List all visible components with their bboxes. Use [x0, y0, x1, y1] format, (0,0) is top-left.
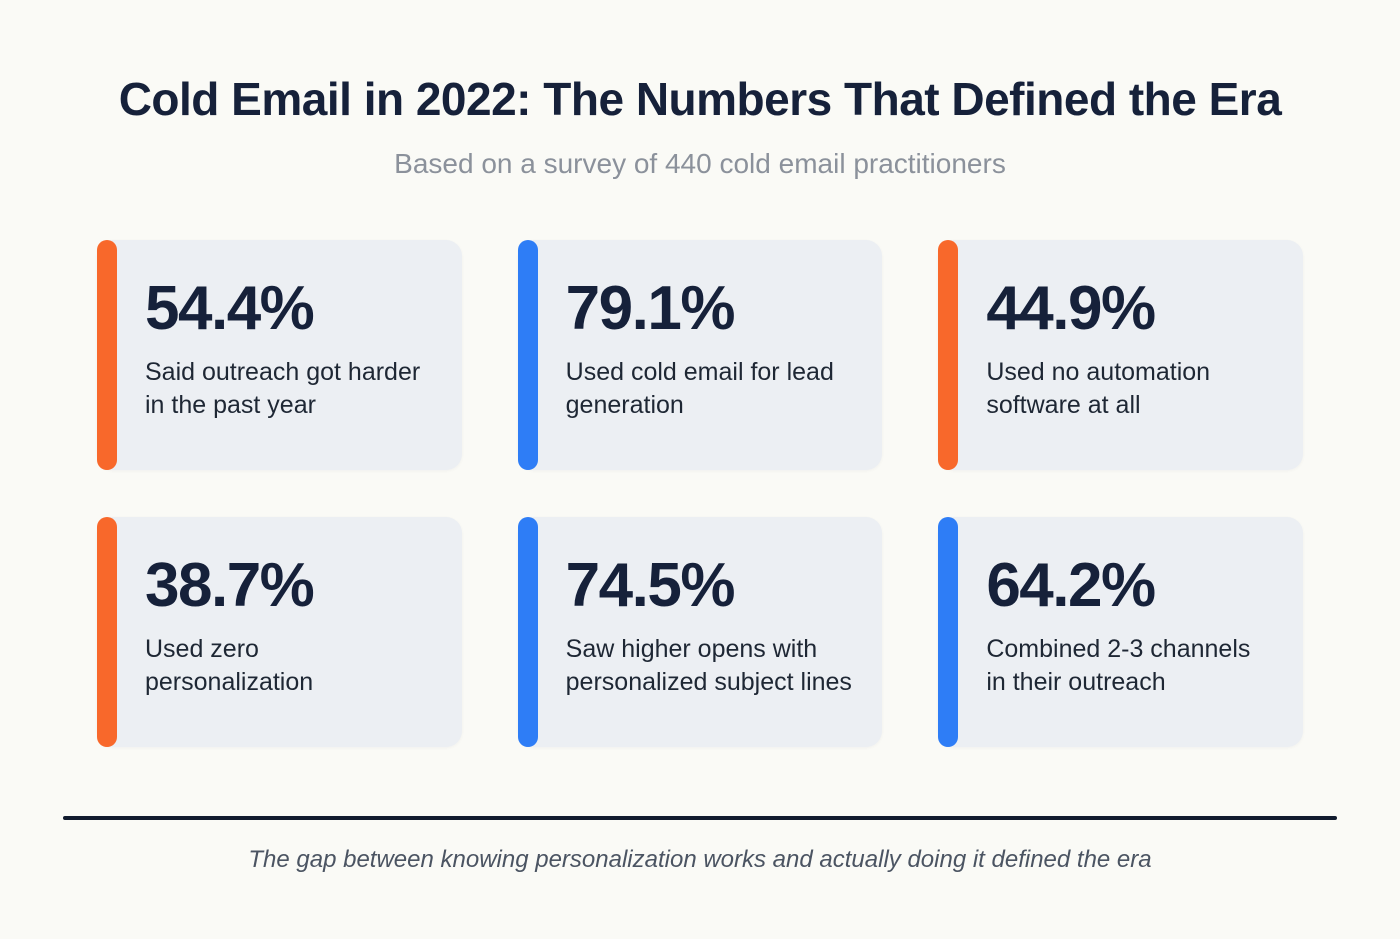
accent-bar: [97, 240, 117, 470]
stat-value: 44.9%: [986, 274, 1156, 343]
stat-label: Used zero personalization: [145, 635, 314, 696]
page-title: Cold Email in 2022: The Numbers That Def…: [118, 73, 1282, 125]
stat-label: Used cold email for lead generation: [565, 358, 834, 419]
stat-card: 64.2% Combined 2-3 channels in their out…: [938, 517, 1303, 747]
stat-label: Saw higher opens with personalized subje…: [565, 635, 852, 696]
stat-value: 74.5%: [565, 551, 736, 620]
stat-value: 79.1%: [565, 274, 736, 343]
page-subtitle: Based on a survey of 440 cold email prac…: [394, 148, 1006, 179]
stat-card: 74.5% Saw higher opens with personalized…: [517, 517, 883, 747]
stat-card: 79.1% Used cold email for lead generatio…: [517, 240, 883, 470]
stat-label: Combined 2-3 channels in their outreach: [986, 635, 1251, 696]
footer-note: The gap between knowing personalization …: [248, 846, 1152, 873]
stat-value: 54.4%: [145, 274, 315, 343]
divider: [63, 816, 1337, 820]
stat-label: Said outreach got harder in the past yea…: [145, 358, 421, 419]
stat-value: 64.2%: [986, 551, 1156, 620]
stat-label: Used no automation software at all: [986, 358, 1211, 419]
stat-card: 38.7% Used zero personalization: [97, 517, 462, 747]
accent-bar: [97, 517, 117, 747]
stats-grid: 54.4% Said outreach got harder in the pa…: [97, 240, 1303, 747]
accent-bar: [517, 517, 538, 747]
accent-bar: [938, 517, 959, 747]
accent-bar: [517, 240, 538, 470]
accent-bar: [938, 240, 959, 470]
stat-card: 44.9% Used no automation software at all: [938, 240, 1303, 470]
stat-value: 38.7%: [145, 551, 315, 620]
stat-card: 54.4% Said outreach got harder in the pa…: [97, 240, 462, 470]
